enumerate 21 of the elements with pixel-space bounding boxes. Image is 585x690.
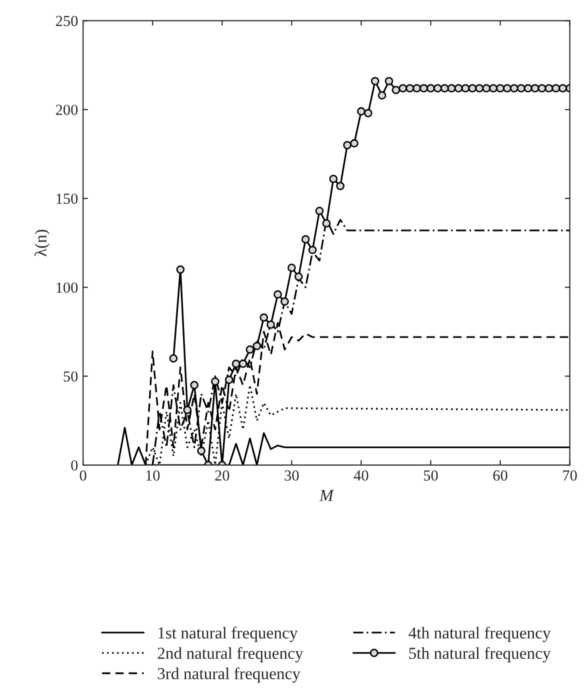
x-tick-label: 0 (80, 470, 86, 481)
y-axis-title: λ(n) (34, 230, 50, 256)
x-tick-label: 60 (493, 470, 508, 481)
x-axis-title: M (319, 490, 334, 501)
x-tick-label: 20 (215, 470, 230, 481)
legend-label: 3rd natural frequency (158, 667, 300, 683)
y-tick-label: 250 (56, 16, 78, 26)
y-tick-label: 100 (56, 282, 78, 293)
x-tick-label: 30 (284, 470, 299, 481)
legend-label: 1st natural frequency (158, 626, 298, 642)
x-tick-label: 50 (424, 470, 438, 481)
x-tick-label: 70 (563, 470, 577, 481)
legend-label: 4th natural frequency (408, 626, 551, 642)
y-tick-label: 50 (64, 371, 78, 382)
legend-label: 2nd natural frequency (158, 647, 304, 662)
legend-label: 5th natural frequency (409, 647, 551, 662)
y-tick-label: 200 (56, 104, 78, 116)
x-tick-label: 40 (354, 470, 368, 481)
y-tick-label: 0 (71, 460, 78, 471)
x-tick-label: 10 (146, 470, 160, 481)
y-tick-label: 150 (56, 194, 78, 204)
